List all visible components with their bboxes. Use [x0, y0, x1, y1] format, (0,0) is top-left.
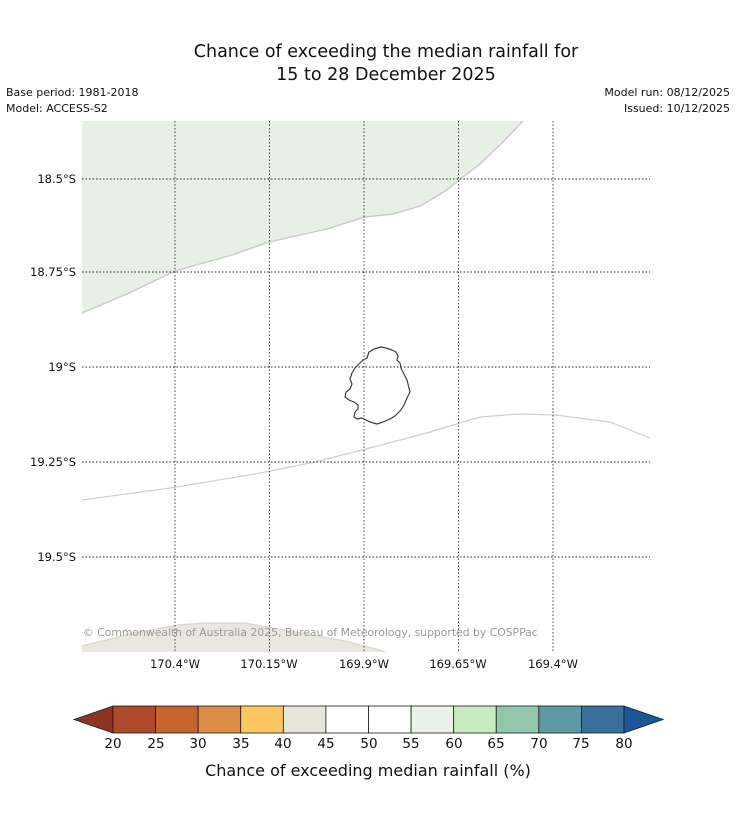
y-axis-label: 19°S — [48, 360, 76, 374]
colorbar-tick: 80 — [615, 736, 633, 752]
colorbar-segment — [240, 705, 284, 734]
colorbar-tick: 25 — [147, 736, 165, 752]
model-label: Model: ACCESS-S2 — [6, 102, 108, 115]
y-axis-label: 19.5°S — [37, 550, 76, 564]
model-run-label: Model run: 08/12/2025 — [604, 86, 730, 99]
colorbar-segment — [325, 705, 369, 734]
y-axis-label: 18.5°S — [37, 172, 76, 186]
colorbar-tick: 35 — [232, 736, 250, 752]
colorbar-segment — [368, 705, 412, 734]
y-axis-label: 18.75°S — [30, 265, 76, 279]
base-period-label: Base period: 1981-2018 — [6, 86, 139, 99]
colorbar-under-arrow — [72, 705, 114, 734]
high-chance-region-edge — [82, 121, 524, 314]
x-axis-label: 170.15°W — [240, 657, 298, 671]
colorbar-tick: 30 — [189, 736, 207, 752]
x-axis-label: 169.9°W — [338, 657, 390, 671]
high-chance-region — [82, 121, 523, 313]
colorbar-segment — [581, 705, 625, 734]
page-title-line2: 15 to 28 December 2025 — [276, 65, 496, 85]
colorbar — [72, 705, 665, 734]
colorbar-tick: 45 — [317, 736, 335, 752]
colorbar-tick: 50 — [360, 736, 378, 752]
issued-label: Issued: 10/12/2025 — [623, 102, 730, 115]
colorbar-segment — [112, 705, 156, 734]
x-axis-label: 170.4°W — [149, 657, 201, 671]
gridlines — [82, 121, 650, 652]
contour-line — [82, 413, 650, 501]
colorbar-tick: 60 — [445, 736, 463, 752]
colorbar-segment — [282, 705, 327, 734]
colorbar-tick: 55 — [402, 736, 420, 752]
page-title-line1: Chance of exceeding the median rainfall … — [193, 42, 579, 62]
y-axis-label: 19.25°S — [30, 455, 76, 469]
low-chance-region — [82, 623, 385, 652]
colorbar-segment — [197, 705, 242, 734]
colorbar-segment — [410, 705, 455, 734]
colorbar-segment — [155, 705, 199, 734]
low-chance-region-edge — [82, 622, 386, 652]
colorbar-segment — [495, 705, 540, 734]
colorbar-tick: 20 — [104, 736, 122, 752]
copyright-attribution: © Commonwealth of Australia 2025, Bureau… — [83, 626, 538, 639]
colorbar-over-arrow — [623, 705, 665, 734]
niue-island-outline — [344, 346, 411, 425]
colorbar-segment — [453, 705, 497, 734]
colorbar-tick: 65 — [487, 736, 505, 752]
colorbar-tick: 70 — [530, 736, 548, 752]
colorbar-segment — [538, 705, 582, 734]
colorbar-tick: 40 — [274, 736, 292, 752]
colorbar-caption: Chance of exceeding median rainfall (%) — [205, 761, 531, 780]
map-canvas — [82, 121, 650, 652]
colorbar-tick: 75 — [572, 736, 590, 752]
x-axis-label: 169.65°W — [429, 657, 487, 671]
x-axis-label: 169.4°W — [527, 657, 579, 671]
